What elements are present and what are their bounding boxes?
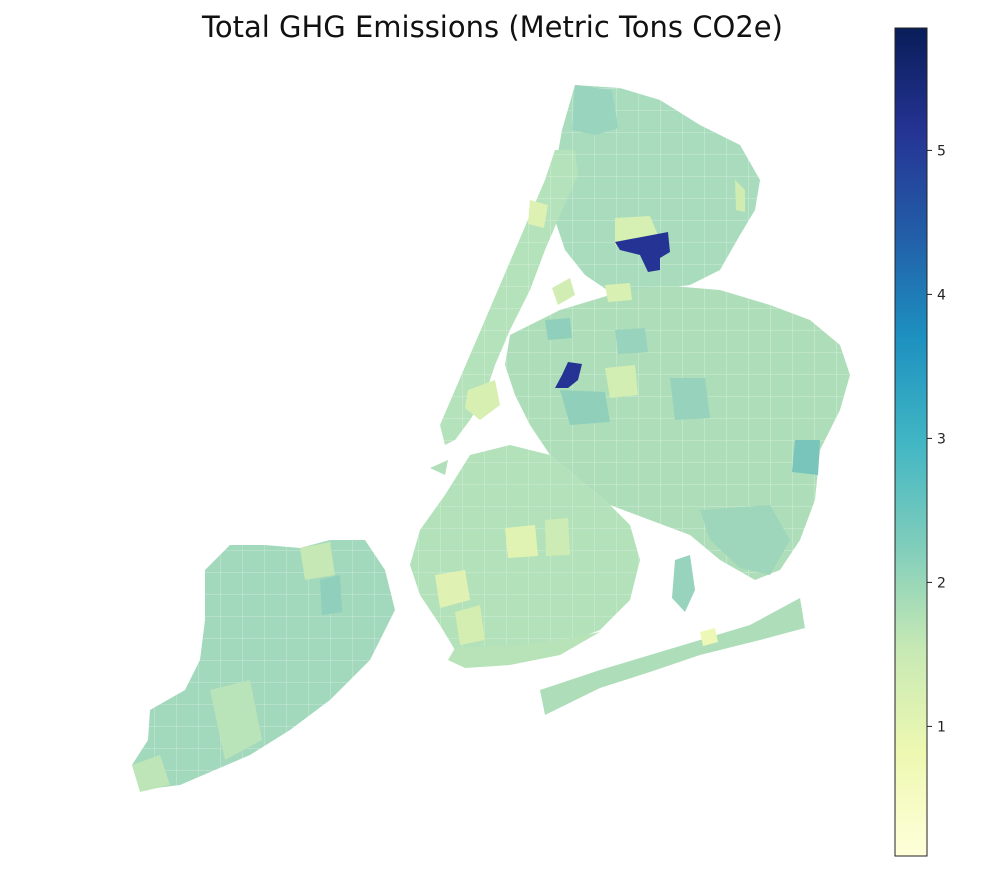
colorbar-gradient (894, 27, 928, 857)
borough-brooklyn (410, 445, 640, 668)
borough-manhattan (440, 150, 578, 445)
colorbar-tick-label: 4 (937, 287, 946, 303)
bronx-high-emission-area (615, 232, 670, 272)
colorbar-tick-label: 1 (937, 719, 946, 735)
harbor-islands (430, 278, 632, 475)
borough-queens (505, 285, 850, 580)
queens-high-emission-area (555, 362, 582, 388)
borough-bronx (555, 85, 760, 292)
colorbar-tick-label: 5 (937, 143, 946, 159)
colorbar-ticks: 1 2 3 4 5 (927, 143, 946, 735)
chart-title: Total GHG Emissions (Metric Tons CO2e) (202, 10, 783, 44)
colorbar-tick-label: 2 (937, 575, 946, 591)
borough-staten-island (132, 540, 395, 792)
rockaway-peninsula (540, 555, 805, 715)
colorbar-tick-label: 3 (937, 431, 946, 447)
